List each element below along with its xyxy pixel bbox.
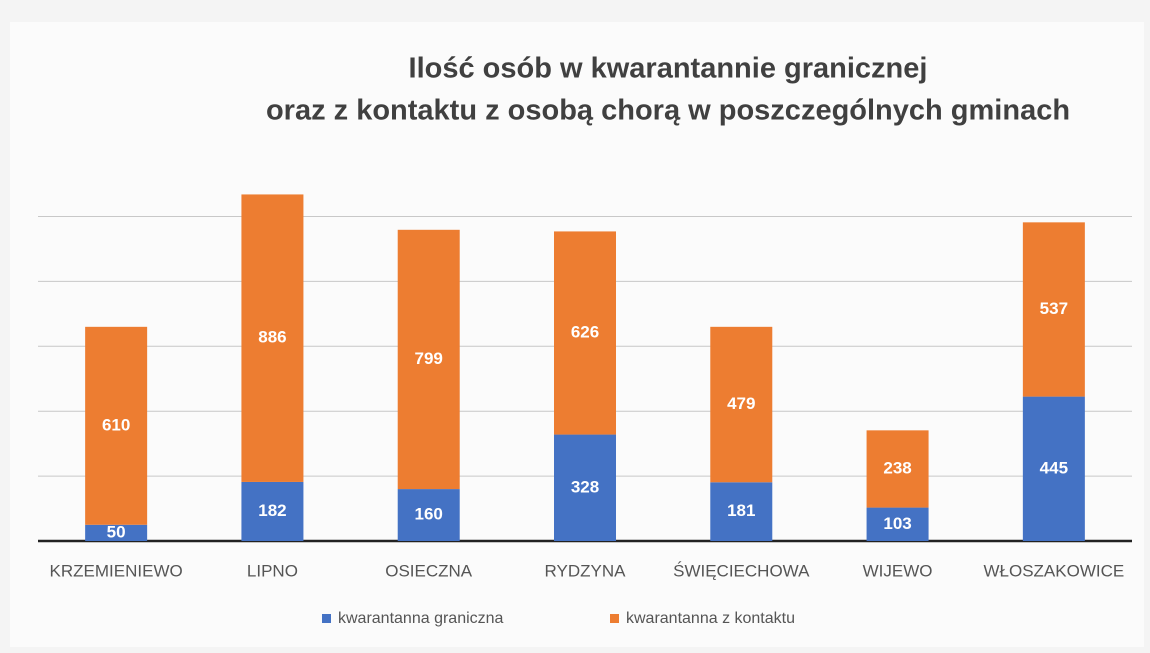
bar-segment bbox=[85, 326, 148, 525]
x-tick-label: OSIECZNA bbox=[385, 561, 473, 580]
bar-segment bbox=[241, 481, 304, 541]
x-tick-label: LIPNO bbox=[247, 561, 298, 580]
legend-label: kwarantanna graniczna bbox=[338, 610, 504, 627]
bar-segment bbox=[710, 326, 773, 483]
bar-segment bbox=[710, 482, 773, 541]
data-label: 610 bbox=[102, 415, 130, 434]
data-label: 103 bbox=[883, 514, 911, 533]
data-label: 238 bbox=[883, 458, 911, 477]
bar-segment bbox=[866, 430, 929, 508]
legend-swatch bbox=[610, 614, 619, 623]
data-label: 181 bbox=[727, 501, 755, 520]
data-label: 886 bbox=[258, 328, 286, 347]
chart-title: Ilość osób w kwarantannie granicznej bbox=[409, 53, 928, 85]
x-tick-label: ŚWIĘCIECHOWA bbox=[673, 561, 810, 580]
data-label: 328 bbox=[571, 477, 599, 496]
x-tick-label: KRZEMIENIEWO bbox=[50, 561, 183, 580]
x-tick-label: WIJEWO bbox=[863, 561, 933, 580]
data-label: 537 bbox=[1040, 299, 1068, 318]
bar-segment bbox=[397, 489, 460, 541]
data-label: 160 bbox=[415, 505, 443, 524]
data-label: 479 bbox=[727, 394, 755, 413]
legend-label: kwarantanna z kontaktu bbox=[626, 610, 795, 627]
bar-segment bbox=[866, 507, 929, 541]
bar-segment bbox=[554, 231, 616, 435]
data-label: 182 bbox=[258, 501, 286, 520]
data-label: 50 bbox=[107, 522, 126, 541]
bar-segment bbox=[554, 434, 616, 541]
chart-title: oraz z kontaktu z osobą chorą w poszczeg… bbox=[266, 95, 1070, 127]
bar-segment bbox=[1022, 396, 1085, 541]
bar-segment bbox=[241, 194, 304, 482]
bar-segment bbox=[85, 524, 148, 541]
bar-segment bbox=[1022, 222, 1085, 397]
data-label: 799 bbox=[415, 349, 443, 368]
x-tick-label: RYDZYNA bbox=[545, 561, 627, 580]
x-tick-label: WŁOSZAKOWICE bbox=[983, 561, 1124, 580]
legend-swatch bbox=[322, 614, 331, 623]
bar-segment bbox=[397, 229, 460, 490]
data-label: 626 bbox=[571, 322, 599, 341]
data-label: 445 bbox=[1040, 458, 1068, 477]
